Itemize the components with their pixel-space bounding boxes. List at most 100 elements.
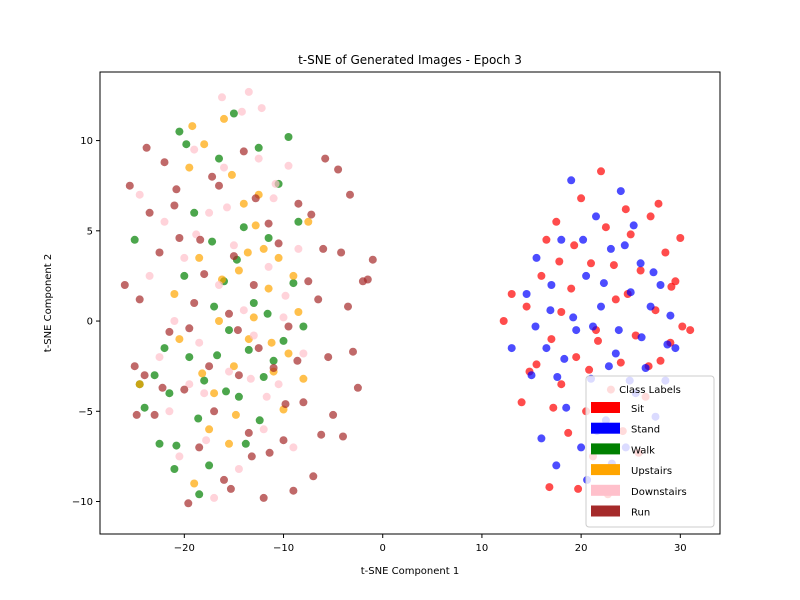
point-run [233,326,242,335]
point-walk [180,271,189,280]
point-stand [572,326,581,335]
point-sit [587,259,595,268]
point-stand [663,340,672,349]
point-run [339,432,347,441]
point-run [195,443,204,452]
point-upstairs [284,349,293,358]
point-upstairs [188,122,197,131]
point-downstairs [225,367,233,376]
point-upstairs [220,114,228,123]
point-sit [572,353,581,362]
point-stand [626,288,635,297]
point-downstairs [264,262,273,271]
point-run [337,248,346,257]
y-axis-ticks: −10 −5 0 5 10 [72,136,100,508]
point-upstairs [234,266,243,275]
point-downstairs [229,241,238,250]
point-sit [676,234,685,242]
point-upstairs [304,217,313,226]
point-downstairs [269,194,278,203]
point-stand [637,333,646,342]
point-run [264,219,273,228]
point-sit [499,317,508,325]
point-run [321,154,330,163]
point-stand [606,244,615,253]
point-sit [671,277,680,286]
point-walk [294,217,303,226]
y-tick-label: −10 [72,497,93,508]
point-sit [567,284,576,293]
point-walk [229,109,238,118]
point-run [299,398,308,407]
point-walk [213,351,222,360]
point-run [225,309,233,318]
point-upstairs [239,199,248,208]
point-downstairs [185,380,194,389]
point-walk [299,322,308,331]
point-sit [574,484,583,493]
point-walk [200,376,209,385]
point-downstairs [246,374,255,383]
y-tick-label: −5 [78,407,93,418]
x-tick-label: 20 [575,543,588,554]
point-walk [210,302,219,311]
x-tick-label: 10 [476,543,489,554]
point-run [196,235,205,244]
point-walk [170,465,179,473]
point-sit [609,261,618,270]
point-run [145,208,154,217]
point-sit [661,248,670,257]
point-downstairs [180,253,189,262]
point-downstairs [237,107,246,116]
point-stand [616,187,625,196]
point-upstairs [195,253,204,262]
point-walk [241,439,250,448]
point-sit [616,358,625,367]
y-tick-label: 0 [87,317,93,328]
point-walk [244,345,253,354]
point-walk [175,127,184,136]
point-run [165,327,174,336]
point-walk [264,234,273,242]
point-upstairs [190,479,199,488]
point-downstairs [257,104,266,113]
point-walk [205,461,214,470]
point-sit [611,295,620,304]
point-upstairs [135,380,144,389]
point-downstairs [249,331,258,340]
point-upstairs [259,244,268,253]
point-sit [570,241,579,250]
point-downstairs [262,392,271,401]
point-walk [234,392,243,401]
point-run [314,295,323,304]
point-upstairs [205,425,214,434]
point-stand [567,176,576,185]
point-walk [249,299,258,307]
point-run [349,347,357,356]
point-run [265,448,274,457]
legend-swatch-upstairs [591,464,620,476]
point-upstairs [227,170,236,179]
point-run [307,210,316,219]
point-upstairs [229,362,238,371]
point-run [229,252,238,261]
point-stand [522,290,531,298]
point-upstairs [249,313,258,322]
point-run [368,255,377,264]
point-run [319,244,328,253]
point-upstairs [225,439,233,448]
point-walk [150,371,159,380]
point-stand [562,403,571,412]
point-sit [547,335,556,344]
legend-title: Class Labels [619,385,681,396]
point-sit [552,217,561,226]
point-run [346,190,354,199]
point-stand [620,241,629,250]
point-downstairs [175,452,184,461]
legend-swatch-downstairs [591,484,620,496]
point-sit [555,257,564,266]
point-stand [629,221,638,230]
point-sit [542,235,551,244]
point-run [317,430,326,439]
